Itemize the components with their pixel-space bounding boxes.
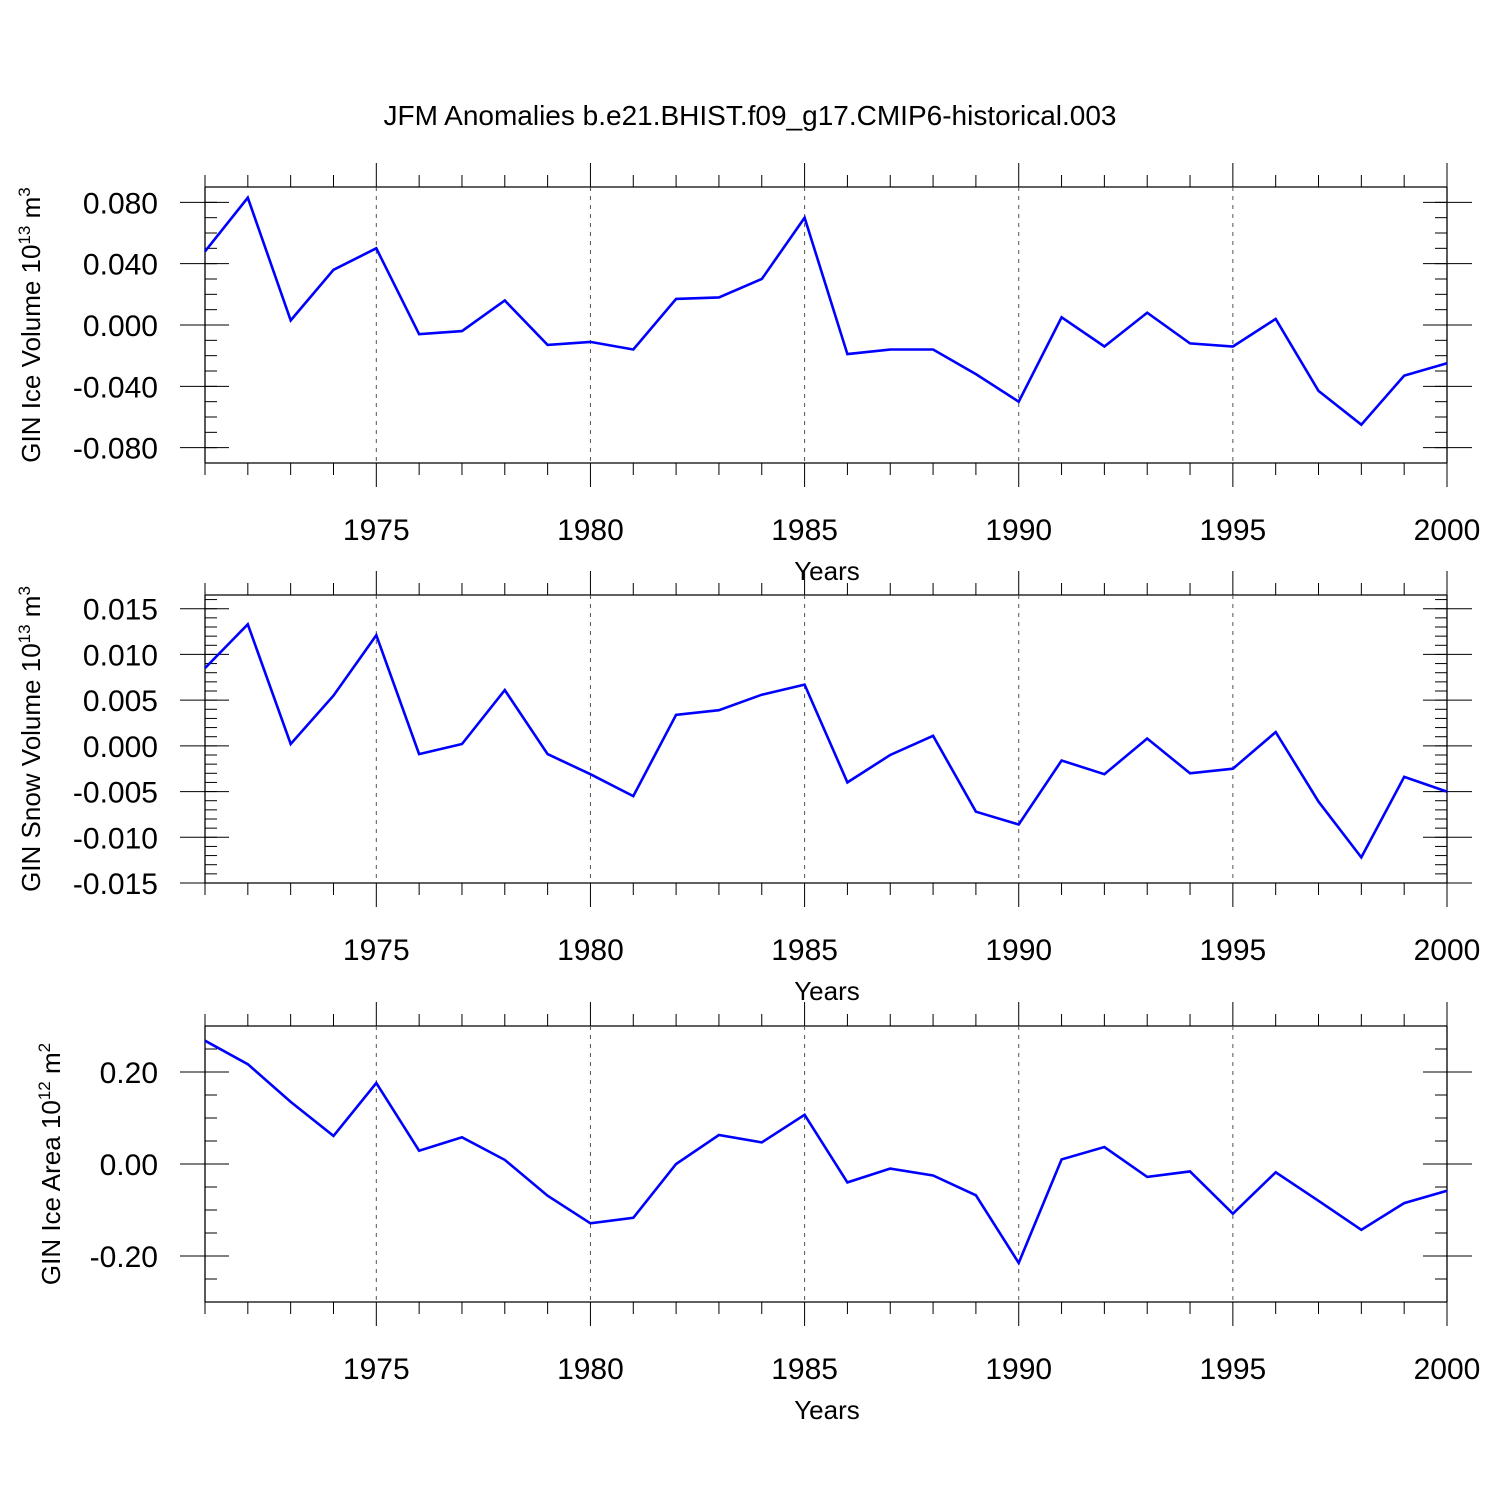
- y-tick-label: -0.20: [90, 1241, 158, 1274]
- y-tick-label: 0.015: [83, 594, 158, 627]
- x-tick-label: 1975: [343, 514, 410, 547]
- y-axis-title: GIN Ice Area 1012 m2: [35, 1043, 66, 1285]
- x-tick-label: 1975: [343, 1353, 410, 1386]
- y-tick-label: 0.000: [83, 310, 158, 343]
- y-tick-label: 0.20: [100, 1057, 158, 1090]
- x-tick-label: 1985: [771, 514, 838, 547]
- x-tick-label: 2000: [1414, 514, 1481, 547]
- x-tick-label: 1980: [557, 514, 624, 547]
- y-tick-label: 0.080: [83, 187, 158, 220]
- x-tick-label: 1990: [985, 1353, 1052, 1386]
- y-tick-label: 0.000: [83, 731, 158, 764]
- y-tick-label: 0.010: [83, 639, 158, 672]
- x-tick-label: 1975: [343, 934, 410, 967]
- y-axis-title: GIN Ice Volume 1013 m3: [15, 187, 46, 463]
- x-axis-title: Years: [794, 556, 860, 586]
- y-axis-title: GIN Snow Volume 1013 m3: [15, 586, 46, 892]
- x-tick-label: 1985: [771, 1353, 838, 1386]
- x-axis-title: Years: [794, 976, 860, 1006]
- series-line: [204, 1039, 1448, 1266]
- y-tick-label: -0.010: [73, 822, 158, 855]
- x-tick-label: 1995: [1199, 514, 1266, 547]
- x-tick-label: 1995: [1199, 934, 1266, 967]
- x-tick-label: 1980: [557, 934, 624, 967]
- x-tick-label: 1980: [557, 1353, 624, 1386]
- y-tick-label: 0.00: [100, 1149, 158, 1182]
- x-tick-label: 1995: [1199, 1353, 1266, 1386]
- y-tick-label: 0.005: [83, 685, 158, 718]
- y-tick-label: -0.015: [73, 868, 158, 901]
- x-tick-label: 2000: [1414, 1353, 1481, 1386]
- x-tick-label: 1985: [771, 934, 838, 967]
- series-line: [203, 195, 1448, 427]
- series-line: [204, 621, 1448, 860]
- x-tick-label: 2000: [1414, 934, 1481, 967]
- y-tick-label: -0.005: [73, 777, 158, 810]
- y-tick-label: 0.040: [83, 249, 158, 282]
- x-axis-title: Years: [794, 1395, 860, 1425]
- chart-title: JFM Anomalies b.e21.BHIST.f09_g17.CMIP6-…: [383, 100, 1116, 131]
- y-tick-label: -0.080: [73, 433, 158, 466]
- x-tick-label: 1990: [985, 934, 1052, 967]
- x-tick-label: 1990: [985, 514, 1052, 547]
- y-tick-label: -0.040: [73, 371, 158, 404]
